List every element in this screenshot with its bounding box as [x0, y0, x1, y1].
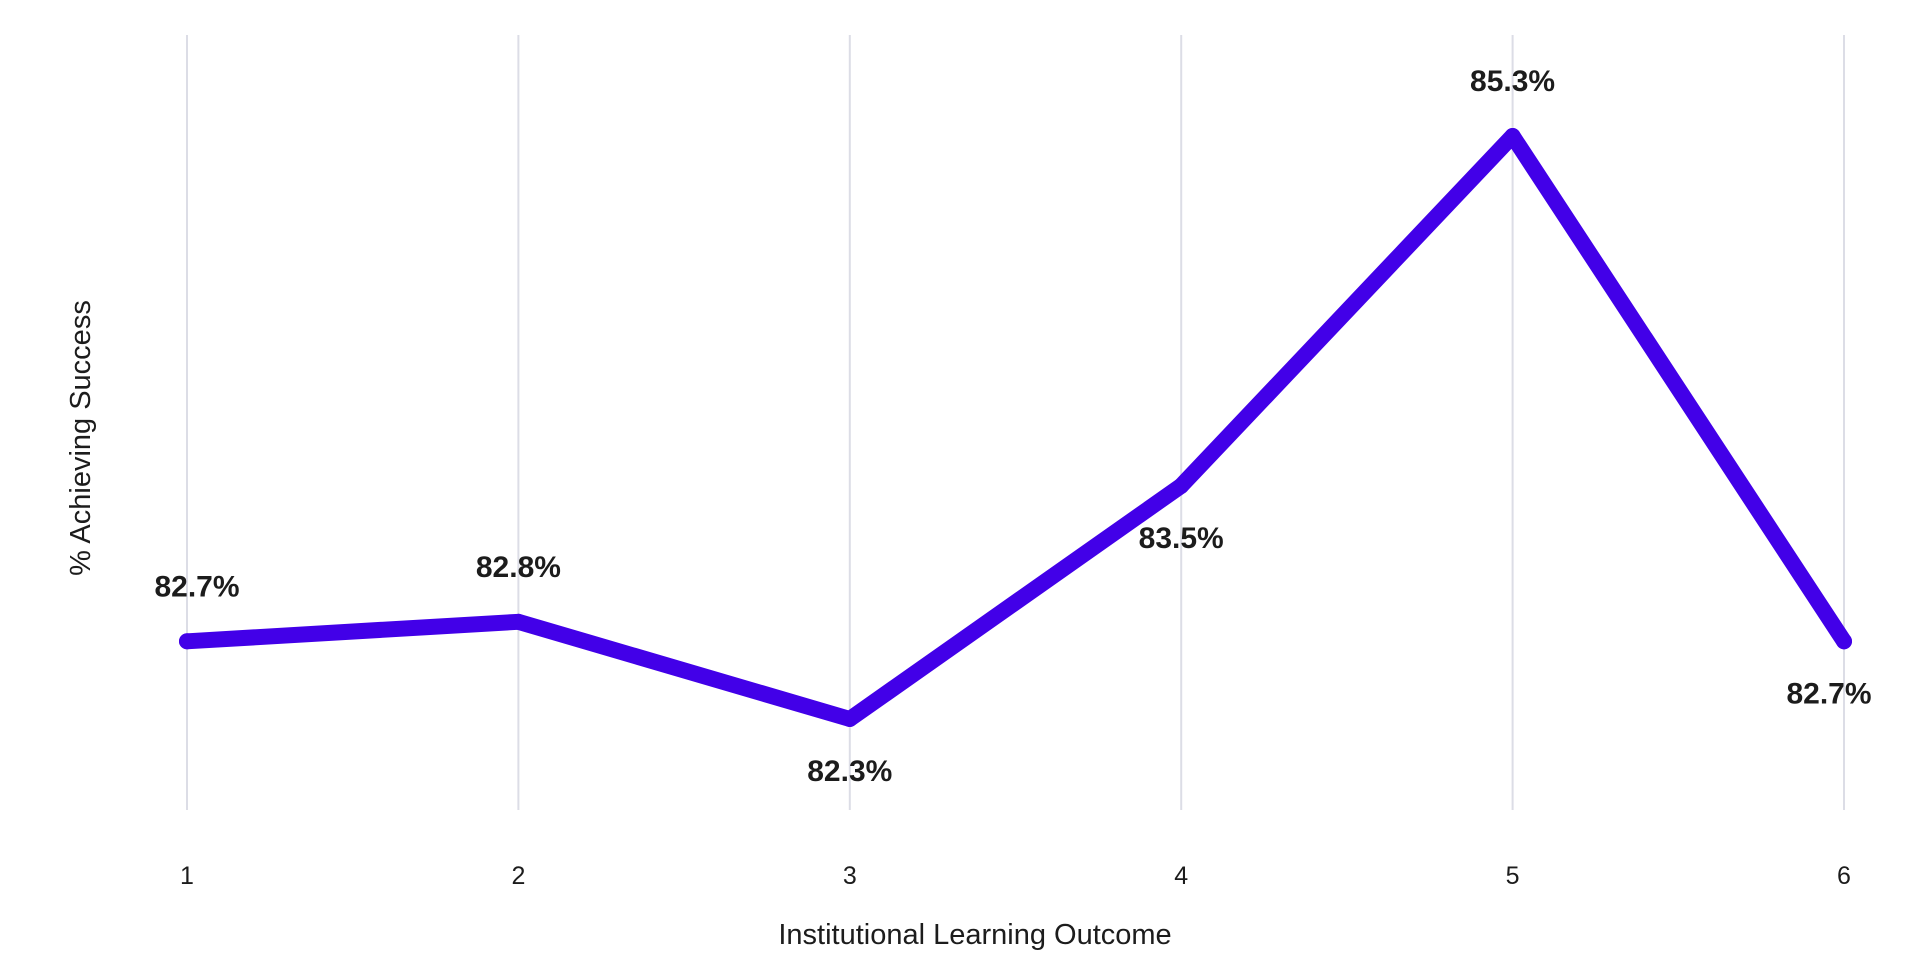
data-label-6: 82.7%	[1786, 677, 1871, 710]
data-point-2	[510, 613, 527, 630]
x-tick-label-5: 5	[1506, 862, 1520, 890]
data-label-4: 83.5%	[1139, 522, 1224, 555]
data-point-4	[1173, 477, 1190, 494]
series-line-group	[179, 128, 1852, 727]
x-tick-labels: 1 2 3 4 5 6	[180, 862, 1851, 890]
x-axis-title: Institutional Learning Outcome	[778, 919, 1171, 951]
x-tick-label-6: 6	[1837, 862, 1851, 890]
data-label-5: 85.3%	[1470, 65, 1555, 98]
data-point-6	[1836, 633, 1852, 650]
data-label-1: 82.7%	[154, 570, 239, 603]
data-label-2: 82.8%	[476, 551, 561, 584]
x-tick-label-1: 1	[180, 862, 194, 890]
x-tick-label-4: 4	[1174, 862, 1188, 890]
data-label-3: 82.3%	[807, 755, 892, 788]
data-point-1	[179, 633, 195, 650]
data-point-3	[841, 711, 858, 727]
x-tick-label-2: 2	[511, 862, 525, 890]
series-line	[179, 128, 1852, 727]
data-labels: 82.7% 82.8% 82.3% 83.5% 85.3% 82.7%	[154, 65, 1871, 788]
gridlines	[186, 35, 1845, 810]
y-axis-title: % Achieving Success	[65, 300, 97, 576]
data-point-5	[1504, 128, 1521, 144]
x-tick-label-3: 3	[843, 862, 857, 890]
